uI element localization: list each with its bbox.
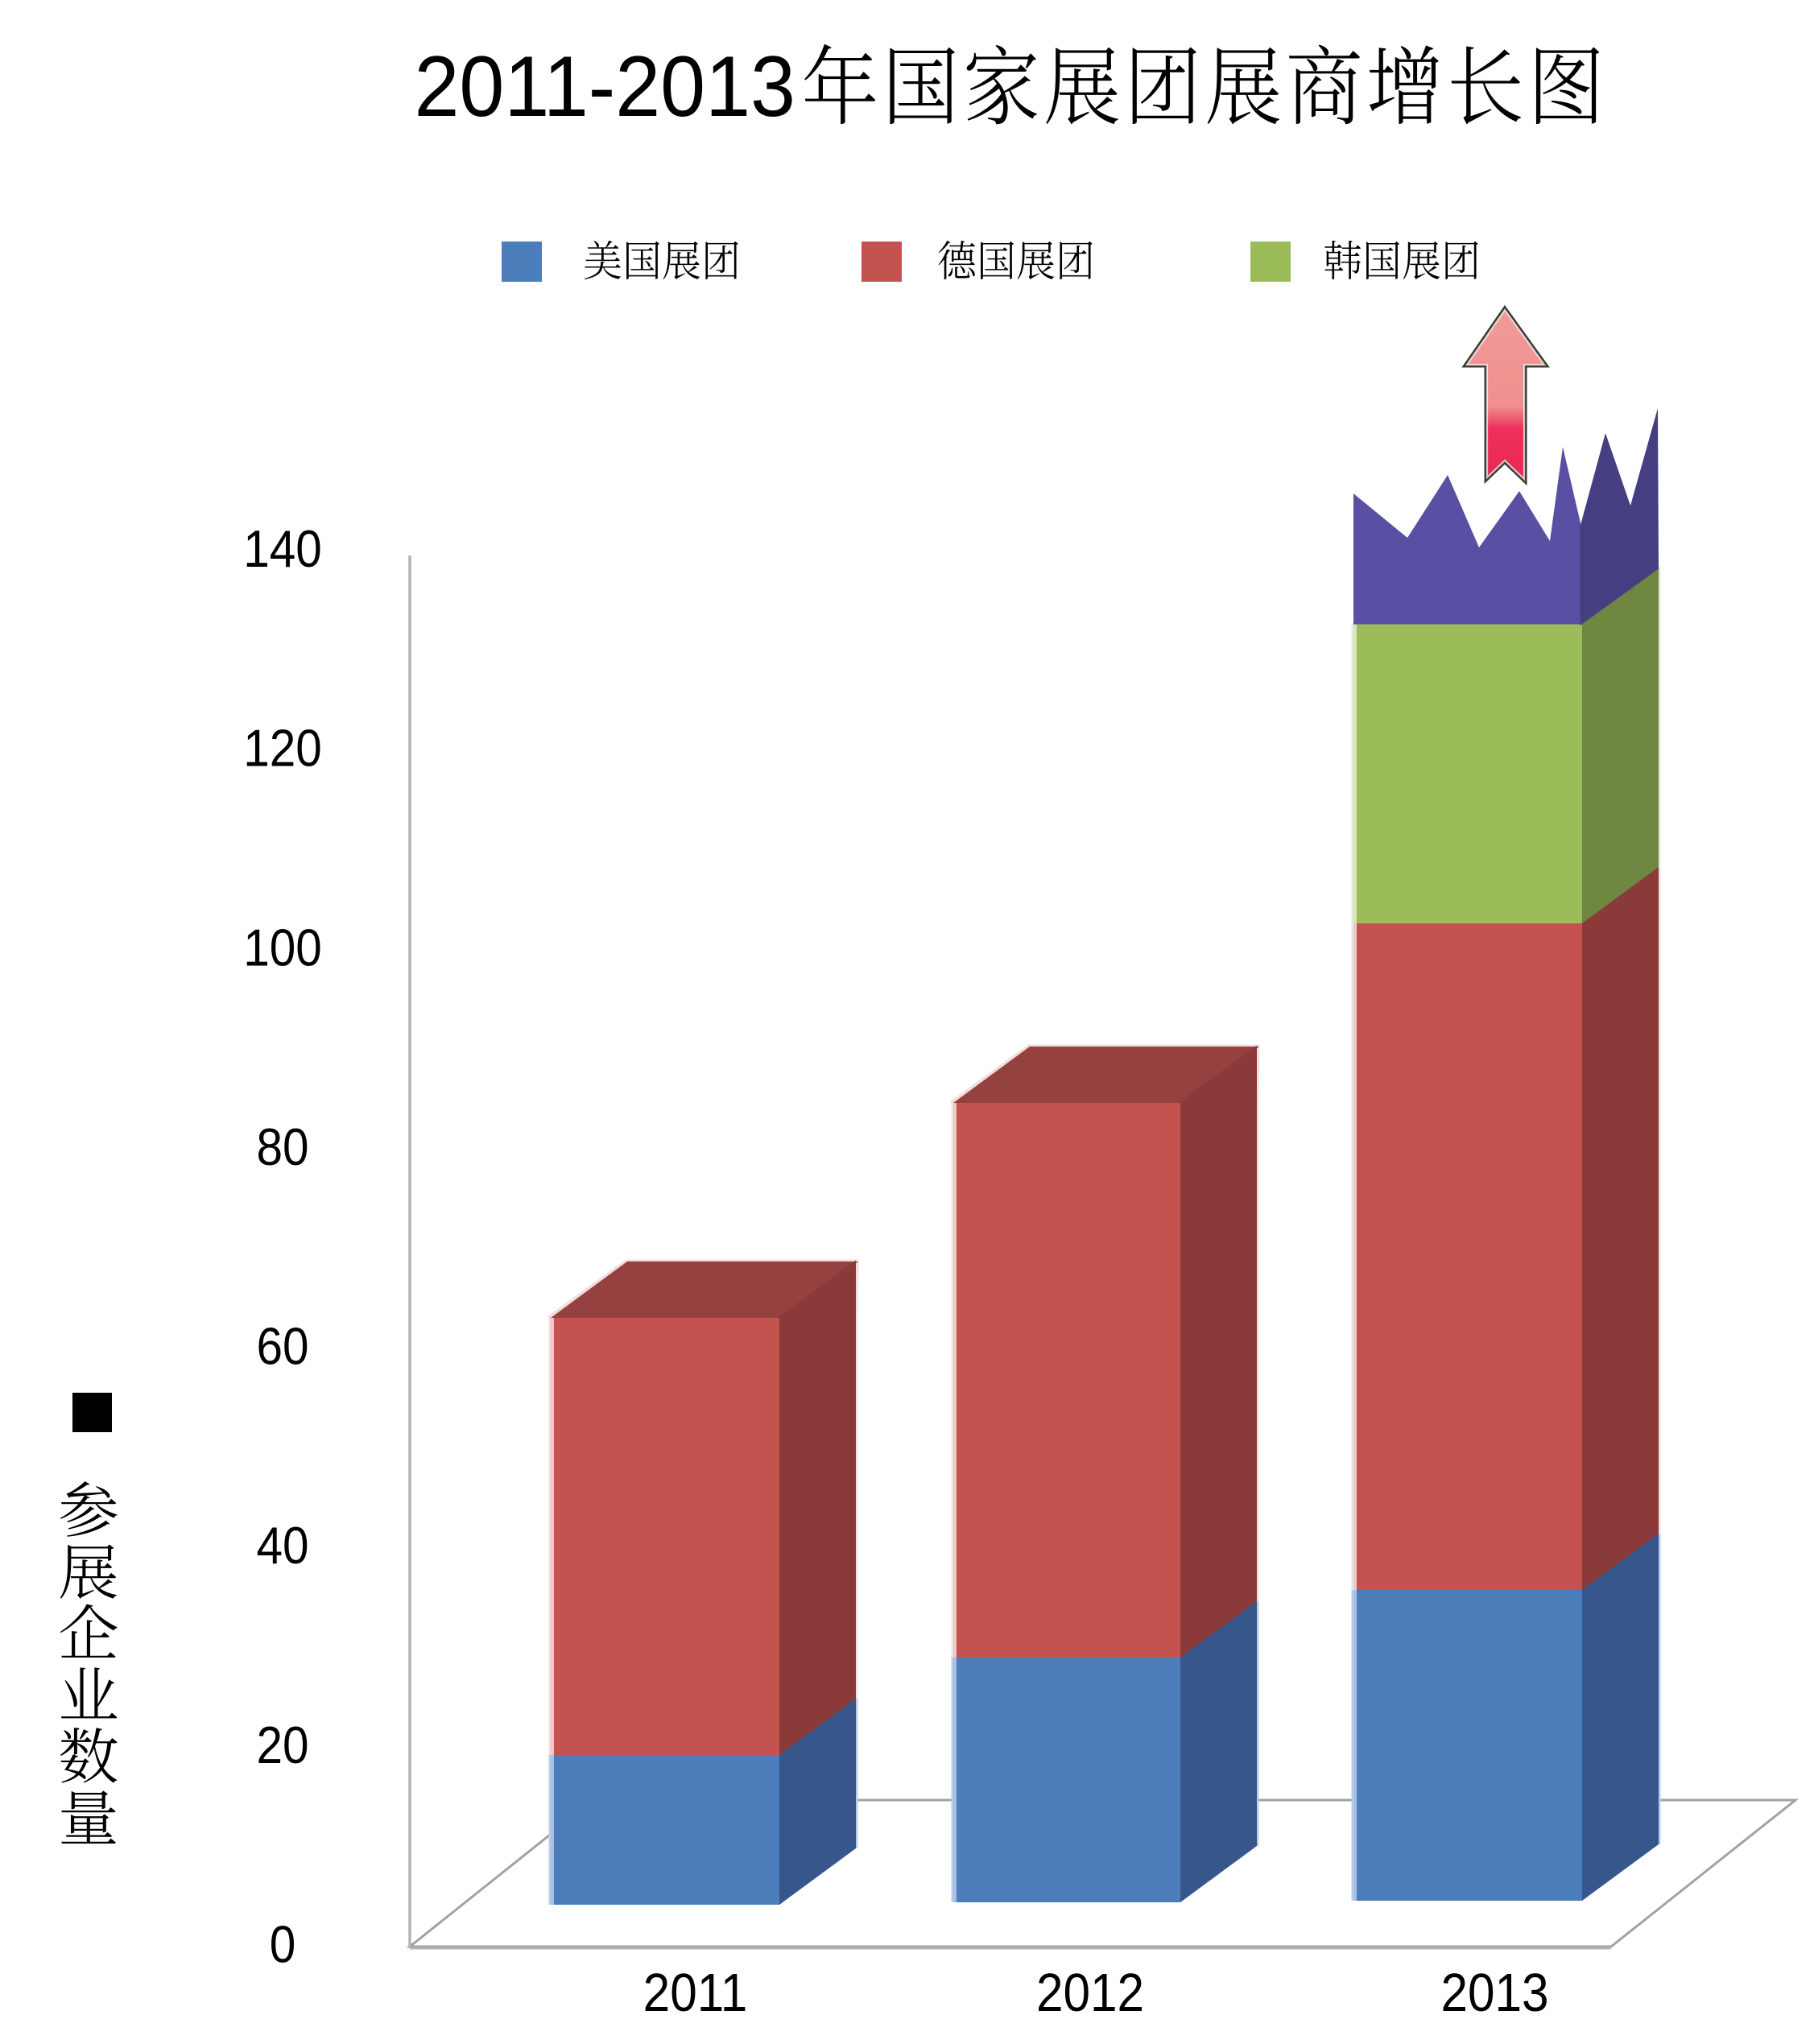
svg-text:80: 80 bbox=[256, 1118, 308, 1177]
svg-text:140: 140 bbox=[243, 520, 322, 579]
svg-text:2012: 2012 bbox=[1036, 1962, 1144, 2023]
svg-text:120: 120 bbox=[243, 720, 322, 778]
svg-text:2013: 2013 bbox=[1440, 1962, 1548, 2023]
svg-text:0: 0 bbox=[270, 1916, 296, 1975]
svg-text:100: 100 bbox=[243, 919, 322, 977]
svg-text:60: 60 bbox=[256, 1318, 308, 1377]
svg-text:20: 20 bbox=[256, 1716, 308, 1775]
svg-text:2011: 2011 bbox=[643, 1962, 748, 2023]
svg-text:40: 40 bbox=[256, 1517, 308, 1575]
svg-text:2011-2013: 2011-2013 bbox=[415, 39, 795, 135]
